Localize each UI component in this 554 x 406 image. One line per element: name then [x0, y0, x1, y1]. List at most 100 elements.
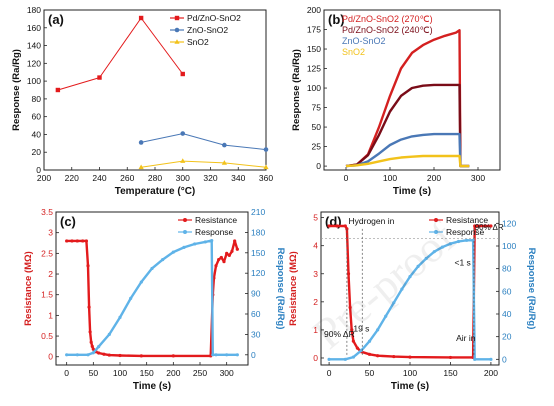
data-point	[107, 353, 111, 357]
legend-label: Pd/ZnO-SnO2 (270℃)	[342, 14, 433, 24]
x-tick-label: 360	[259, 173, 273, 183]
y-tick-label: 120	[27, 58, 41, 68]
y2-tick-label: 150	[251, 248, 265, 258]
x-tick-label: 100	[113, 368, 127, 378]
data-point	[384, 314, 388, 318]
y2-tick-label: 180	[251, 227, 265, 237]
data-point	[150, 266, 154, 271]
legend-label: Pd/ZnO-SnO2 (240℃)	[342, 25, 433, 35]
data-point	[97, 75, 102, 80]
y-tick-label: 25	[312, 142, 322, 152]
data-point	[355, 346, 360, 350]
data-point	[161, 258, 165, 262]
series-line	[345, 132, 470, 168]
data-point	[235, 353, 239, 357]
data-point	[350, 328, 354, 332]
data-point	[75, 239, 79, 243]
data-point	[138, 164, 144, 170]
annotation-air-in: Air in	[456, 333, 476, 343]
y2-tick-label: 120	[251, 268, 265, 278]
data-point	[465, 238, 469, 242]
data-point	[75, 353, 79, 357]
data-point	[376, 328, 380, 332]
data-point	[91, 351, 95, 355]
data-point	[174, 39, 180, 44]
data-point	[171, 354, 175, 358]
data-point	[214, 353, 218, 357]
chart-panel-a: 200 220 240 260 280 300 320 340 360 0 20 40 60 80 100 1…	[11, 5, 273, 197]
y2-tick-label: 120	[502, 218, 516, 228]
data-point	[225, 251, 229, 255]
data-point	[263, 147, 269, 152]
series-line	[345, 154, 470, 168]
y-tick-label: 40	[32, 129, 42, 139]
data-point	[473, 224, 477, 228]
data-point	[193, 242, 197, 246]
x-tick-label: 340	[231, 173, 245, 183]
data-point	[408, 355, 412, 359]
data-point	[219, 255, 223, 260]
series-line	[141, 160, 267, 168]
y-tick-label: 3	[48, 228, 53, 238]
x-tick-label: 300	[176, 173, 190, 183]
legend-label: Pd/ZnO-SnO2	[187, 13, 241, 23]
data-point	[424, 256, 428, 261]
x-tick-label: 250	[193, 368, 207, 378]
data-point	[139, 354, 143, 358]
y-tick-label: 100	[307, 83, 321, 93]
panel-label: (c)	[60, 214, 76, 229]
x-tick-label: 0	[64, 368, 69, 378]
annotation-recovery-time: <1 s	[455, 257, 471, 267]
annotation-response-time: 19 s	[353, 323, 369, 333]
x-tick-label: 150	[443, 368, 457, 378]
y-tick-label: 0	[313, 353, 318, 363]
y-tick-label: 2	[313, 297, 318, 307]
y-tick-label: 175	[307, 25, 321, 35]
data-point	[65, 239, 69, 243]
y-axis-title: Resistance (MΩ)	[288, 251, 299, 326]
series-line	[57, 17, 184, 91]
data-point	[97, 345, 101, 349]
x-tick-label: 320	[203, 173, 217, 183]
x-tick-label: 200	[37, 173, 51, 183]
y-tick-label: 140	[27, 41, 41, 51]
data-point	[367, 352, 372, 356]
x-tick-label: 300	[220, 368, 234, 378]
y-tick-label: 60	[32, 112, 42, 122]
data-point	[65, 353, 69, 357]
y-tick-label: 50	[312, 122, 322, 132]
y2-tick-label: 0	[251, 350, 256, 360]
data-point	[392, 354, 396, 359]
data-point	[473, 357, 477, 361]
data-point	[346, 272, 351, 276]
y-tick-label: 150	[307, 44, 321, 54]
data-point	[180, 158, 186, 163]
data-point	[55, 87, 61, 93]
data-point	[174, 27, 180, 33]
x-tick-label: 200	[166, 368, 180, 378]
y-tick-label: 2.5	[41, 248, 53, 258]
y2-tick-label: 90	[251, 289, 261, 299]
y2-axis-title: Response (Ra/Rg)	[275, 248, 286, 330]
data-point	[348, 305, 352, 310]
legend-label: Resistance	[195, 215, 237, 225]
data-point	[376, 354, 380, 358]
y-tick-label: 125	[307, 64, 321, 74]
chart-panel-b: 0 100 200 300 0 25 50 75 100 125 150 175 200 Time (s)…	[291, 5, 501, 197]
data-point	[84, 239, 88, 243]
annotation-90-delta-left: 90% ΔR	[324, 329, 355, 339]
data-point	[88, 330, 92, 334]
legend-label: SnO2	[187, 37, 209, 47]
data-point	[351, 339, 355, 343]
y-tick-label: 0	[316, 161, 321, 171]
data-point	[343, 357, 347, 361]
legend-label: Resistance	[446, 215, 488, 225]
data-point	[210, 238, 214, 243]
data-point	[90, 344, 94, 348]
legend-swatch	[434, 230, 438, 234]
y2-tick-label: 60	[502, 286, 512, 296]
y2-tick-label: 30	[251, 329, 261, 339]
x-tick-label: 200	[484, 368, 498, 378]
